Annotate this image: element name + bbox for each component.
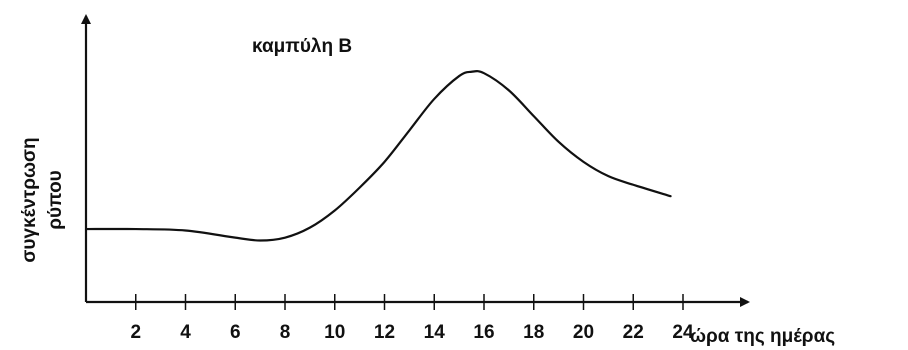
y-axis-title-line-1: συγκέντρωση [19, 137, 40, 262]
x-tick-label: 20 [573, 322, 594, 343]
x-tick-label: 10 [324, 322, 345, 343]
x-ticks [135, 294, 684, 310]
x-tick-label: 16 [473, 322, 494, 343]
x-tick-label: 6 [230, 322, 241, 343]
x-tick-label: 22 [623, 322, 644, 343]
x-tick-label: 2 [130, 322, 141, 343]
x-tick-label: 18 [523, 322, 544, 343]
chart-title: καμπύλη Β [252, 36, 352, 57]
x-tick-label: 12 [374, 322, 395, 343]
x-tick-label: 8 [280, 322, 291, 343]
x-tick-label: 4 [180, 322, 191, 343]
x-axis-title: ώρα της ημέρας [690, 326, 835, 347]
x-tick-label: 14 [424, 322, 446, 343]
x-tick-label: 24 [672, 322, 694, 343]
x-tick-labels: 2 4 6 8 10 12 14 16 18 20 22 24 [130, 322, 694, 343]
y-axis-title-line-2: ρύπου [45, 170, 66, 230]
data-line [84, 70, 672, 242]
y-axis-title: συγκέντρωση ρύπου [19, 137, 66, 262]
